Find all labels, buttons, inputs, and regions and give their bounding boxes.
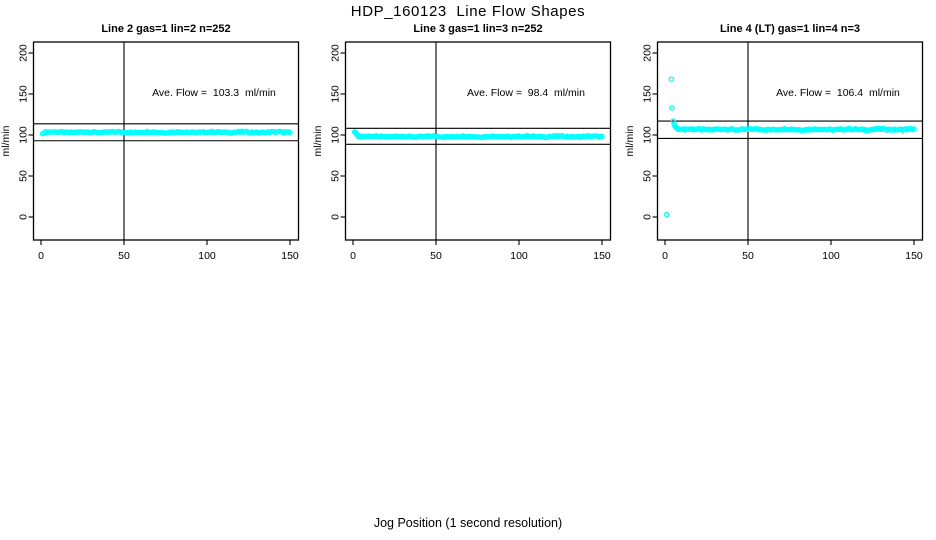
y-axis-tick-label: 150 bbox=[18, 85, 30, 103]
x-axis-tick-label: 50 bbox=[118, 250, 130, 262]
panel-title: Line 4 (LT) gas=1 lin=4 n=3 bbox=[719, 23, 861, 35]
data-point bbox=[599, 133, 605, 140]
panel-line2: Line 2 gas=1 lin=2 n=252 0 50 100 150 0 50 100… bbox=[0, 0, 312, 275]
y-axis-tick-label: 0 bbox=[330, 214, 342, 220]
panel-line4: Line 4 (LT) gas=1 lin=4 n=3 0 50 100 150 0 50… bbox=[624, 0, 936, 275]
y-axis-tick-label: 100 bbox=[18, 126, 30, 144]
data-point bbox=[670, 118, 677, 124]
y-axis-tick-label: 200 bbox=[18, 44, 30, 62]
x-axis-label: Jog Position (1 second resolution) bbox=[373, 516, 563, 530]
x-axis-tick-label: 0 bbox=[662, 250, 668, 262]
plot-box bbox=[32, 41, 300, 241]
plot-area: 0 50 100 150 0 50 100 150 200 ml/min bbox=[624, 41, 924, 262]
x-axis-tick-label: 100 bbox=[822, 250, 840, 262]
data-point bbox=[911, 126, 917, 132]
y-axis-tick-label: 200 bbox=[642, 44, 654, 62]
y-axis-tick-label: 0 bbox=[18, 214, 30, 220]
y-axis-tick-label: 100 bbox=[642, 126, 654, 144]
panel-title: Line 3 gas=1 lin=3 n=252 bbox=[413, 23, 543, 35]
data-points-series bbox=[39, 128, 293, 137]
ave-flow-annotation: Ave. Flow = 98.4 ml/min bbox=[467, 87, 585, 99]
x-axis-tick-label: 150 bbox=[281, 250, 299, 262]
y-axis-tick-label: 0 bbox=[642, 214, 654, 220]
x-axis-tick-label: 50 bbox=[430, 250, 442, 262]
x-axis-tick-label: 50 bbox=[742, 250, 754, 262]
plot-box bbox=[656, 41, 924, 241]
panel-line3: Line 3 gas=1 lin=3 n=252 0 50 100 150 0 50 100… bbox=[312, 0, 624, 275]
plot-area: 0 50 100 150 0 50 100 150 200 ml/min bbox=[0, 41, 300, 262]
ave-flow-annotation: Ave. Flow = 103.3 ml/min bbox=[152, 87, 276, 99]
y-axis-tick-label: 200 bbox=[330, 44, 342, 62]
y-axis-tick-label: 50 bbox=[330, 170, 342, 182]
x-axis-tick-label: 100 bbox=[510, 250, 528, 262]
y-axis-title: ml/min bbox=[0, 125, 12, 156]
y-axis-tick-label: 150 bbox=[642, 85, 654, 103]
x-axis-tick-label: 150 bbox=[593, 250, 611, 262]
x-axis-tick-label: 0 bbox=[350, 250, 356, 262]
panel-title: Line 2 gas=1 lin=2 n=252 bbox=[101, 23, 231, 35]
data-point bbox=[668, 76, 675, 82]
x-axis-tick-label: 150 bbox=[905, 250, 923, 262]
figure-title: HDP_160123 Line Flow Shapes bbox=[350, 3, 586, 20]
y-axis-title: ml/min bbox=[312, 125, 324, 156]
y-axis-tick-label: 50 bbox=[642, 170, 654, 182]
data-point bbox=[663, 211, 670, 218]
y-axis-tick-label: 100 bbox=[330, 126, 342, 144]
ave-flow-annotation: Ave. Flow = 106.4 ml/min bbox=[776, 87, 900, 99]
plot-area: 0 50 100 150 0 50 100 150 200 ml/min bbox=[312, 41, 612, 262]
y-axis-tick-label: 50 bbox=[18, 170, 30, 182]
data-points-series bbox=[351, 129, 605, 141]
y-axis-title: ml/min bbox=[624, 125, 636, 156]
data-point bbox=[287, 129, 293, 136]
x-axis-tick-label: 0 bbox=[38, 250, 44, 262]
y-axis-tick-label: 150 bbox=[330, 85, 342, 103]
data-point bbox=[669, 105, 675, 111]
plot-box bbox=[344, 41, 612, 241]
data-points-series bbox=[663, 76, 917, 218]
x-axis-tick-label: 100 bbox=[198, 250, 216, 262]
